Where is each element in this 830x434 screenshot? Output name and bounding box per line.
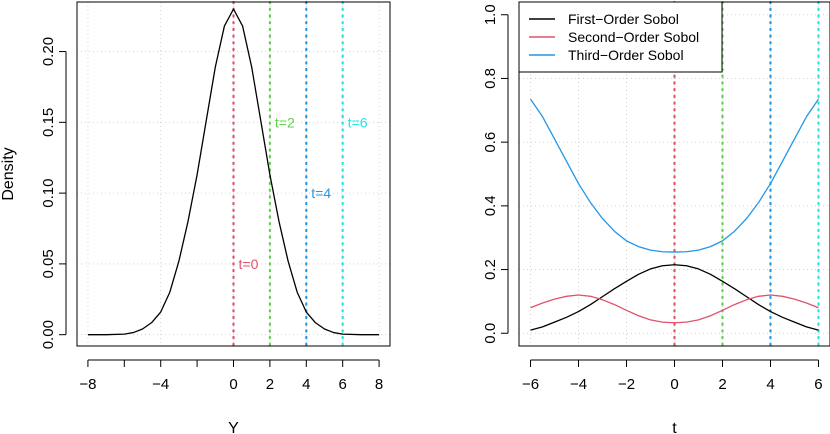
legend-label-0: First−Order Sobol	[568, 11, 679, 27]
sobol-indices-panel: −6 −4 −2 0 2 4 6 t 0.0 0.2 0.4 0.6 0.8 1.0 First−Order…	[482, 0, 830, 434]
series-line-2	[529, 98, 820, 253]
x-tick-label: 2	[266, 376, 274, 393]
x-axis-title: t	[672, 420, 677, 434]
x-tick-label: −2	[618, 376, 635, 393]
y-tick-label: 0.20	[40, 37, 57, 66]
series-line-0	[87, 8, 380, 336]
y-tick-label: 0.15	[40, 108, 57, 137]
x-tick-label: 6	[814, 376, 822, 393]
legend: First−Order Sobol Second−Order Sobol Third…	[518, 1, 723, 73]
reference-label-t6: t=6	[348, 114, 368, 130]
y-tick-label: 1.0	[482, 4, 499, 25]
y-tick-label: 0.6	[482, 132, 499, 153]
reference-label-t0: t=0	[239, 256, 259, 272]
x-tick-label: −6	[522, 376, 539, 393]
x-axis: −8 −4 0 2 4 6 8 Y	[79, 359, 383, 434]
density-panel: t=0t=2t=4t=6−8 −4 0 2 4 6 8Y0.000.050.100.150.…	[0, 0, 391, 434]
series-line-1	[530, 294, 819, 324]
x-tick-label: 0	[670, 376, 678, 393]
x-tick-label: −4	[152, 376, 169, 393]
x-tick-label: −8	[79, 376, 96, 393]
y-tick-label: 0.2	[482, 259, 499, 280]
x-tick-label: 8	[375, 376, 383, 393]
y-tick-label: 0.05	[40, 249, 57, 278]
series-line-0	[530, 264, 819, 331]
x-tick-label: −4	[570, 376, 587, 393]
y-axis: 0.00 0.05 0.10 0.15 0.20 Density	[0, 37, 67, 349]
x-tick-label: 0	[229, 376, 237, 393]
x-axis: −6 −4 −2 0 2 4 6 t	[522, 359, 823, 434]
legend-label-2: Third−Order Sobol	[568, 47, 684, 63]
reference-label-t4: t=4	[311, 185, 331, 201]
y-tick-label: 0.00	[40, 320, 57, 349]
grid-lines	[519, 2, 830, 346]
plot-frame	[76, 1, 391, 347]
grid-lines	[77, 2, 390, 346]
x-tick-label: 6	[339, 376, 347, 393]
legend-label-1: Second−Order Sobol	[568, 29, 699, 45]
x-tick-label: 2	[718, 376, 726, 393]
reference-label-t2: t=2	[275, 114, 295, 130]
y-tick-label: 0.10	[40, 179, 57, 208]
y-axis: 0.0 0.2 0.4 0.6 0.8 1.0	[482, 4, 509, 344]
y-tick-label: 0.0	[482, 323, 499, 344]
y-tick-label: 0.4	[482, 195, 499, 216]
x-axis-title: Y	[228, 420, 239, 434]
x-tick-label: 4	[766, 376, 774, 393]
y-tick-label: 0.8	[482, 68, 499, 89]
y-axis-title: Density	[0, 147, 17, 200]
x-tick-label: 4	[302, 376, 310, 393]
